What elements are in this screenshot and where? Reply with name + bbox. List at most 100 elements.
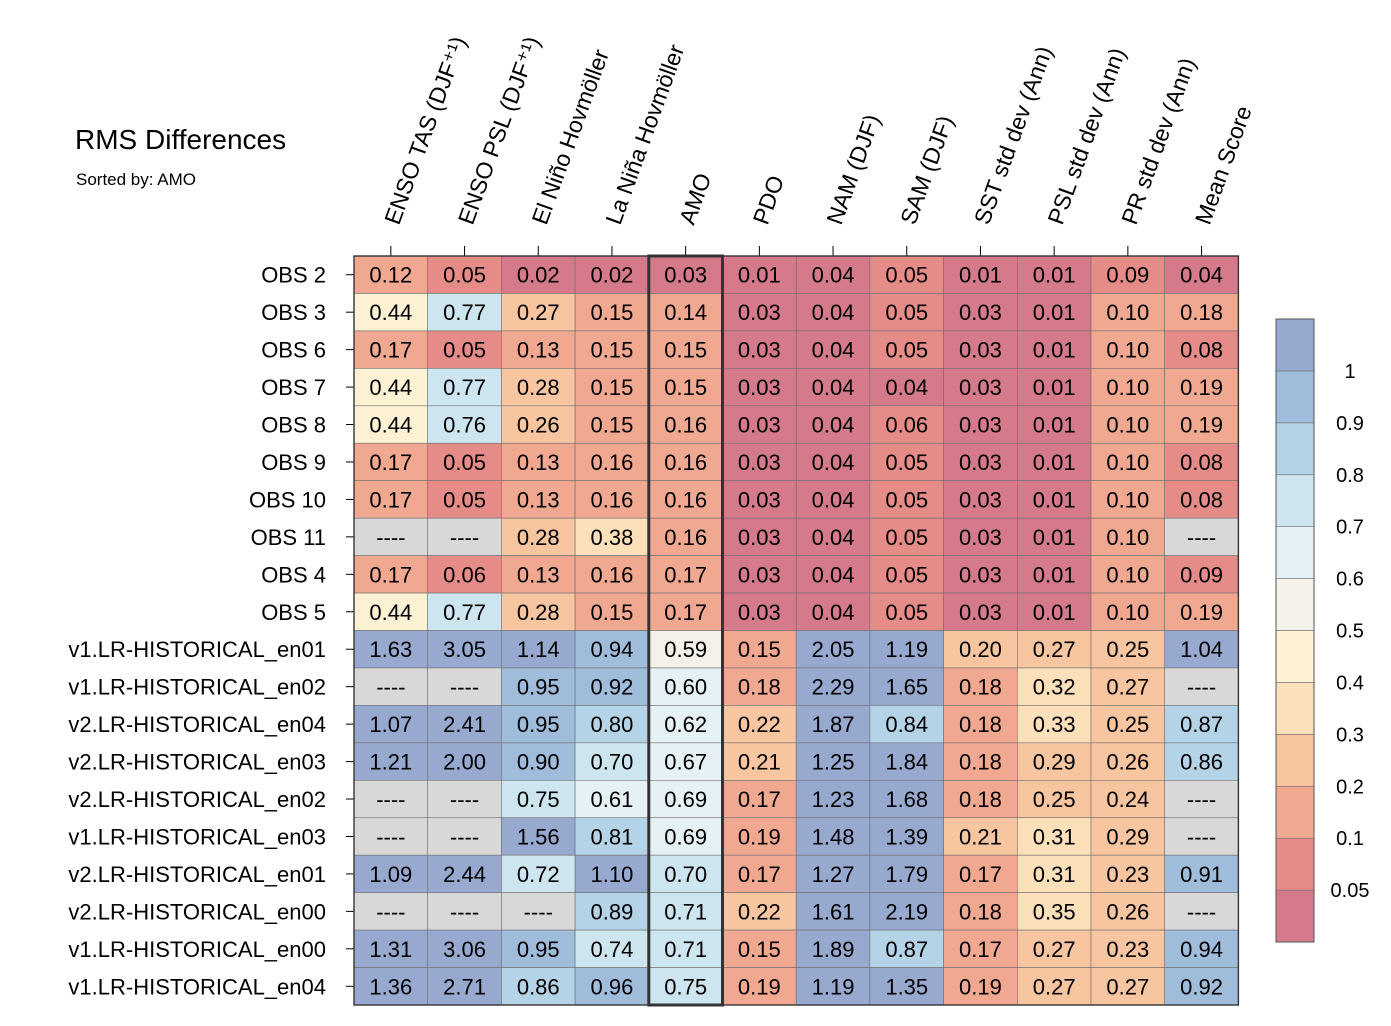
- cell-value: 0.38: [591, 525, 634, 550]
- cell-value: 0.01: [1033, 338, 1076, 363]
- cell-value: 0.62: [664, 712, 707, 737]
- chart-title: RMS Differences: [75, 124, 287, 155]
- cell-value: 0.21: [738, 750, 781, 775]
- heatmap-cell: [648, 405, 723, 444]
- heatmap-cell: [943, 667, 1018, 706]
- cell-value: 2.00: [443, 750, 486, 775]
- heatmap-cell: [1090, 368, 1165, 407]
- cell-value: 0.03: [738, 450, 781, 475]
- heatmap-cell: [722, 480, 797, 519]
- cell-value: 1.10: [591, 862, 634, 887]
- cell-value: ----: [524, 899, 553, 924]
- cell-value: ----: [1187, 824, 1216, 849]
- row-label: OBS 3: [261, 300, 326, 325]
- heatmap-cell: [722, 405, 797, 444]
- cell-value: 0.23: [1106, 862, 1149, 887]
- cell-value: 0.10: [1106, 562, 1149, 587]
- row-label: v2.LR-HISTORICAL_en02: [68, 787, 326, 812]
- cell-value: 0.01: [1033, 600, 1076, 625]
- row-label: v1.LR-HISTORICAL_en02: [68, 675, 326, 700]
- heatmap-cell: [353, 779, 428, 819]
- heatmap-cell: [574, 705, 650, 744]
- cell-value: 0.22: [738, 899, 781, 924]
- cell-value: 0.09: [1180, 562, 1223, 587]
- heatmap-cell: [574, 517, 650, 556]
- cell-value: 0.09: [1106, 263, 1149, 288]
- cell-value: 0.70: [664, 862, 707, 887]
- cell-value: ----: [1187, 899, 1216, 924]
- cell-value: 0.04: [812, 375, 855, 400]
- column-label: El Niño Hovmöller: [527, 46, 614, 228]
- cell-value: 0.04: [812, 600, 855, 625]
- cell-value: 0.59: [664, 637, 707, 662]
- heatmap-cell: [501, 929, 576, 968]
- colorbar-tick-label: 0.2: [1336, 776, 1364, 798]
- colorbar-segment: [1275, 422, 1315, 476]
- cell-value: 0.05: [885, 562, 928, 587]
- cell-value: 0.10: [1106, 487, 1149, 512]
- cell-value: 2.41: [443, 712, 486, 737]
- heatmap-cell: [574, 293, 650, 332]
- cell-value: 1.07: [369, 712, 412, 737]
- heatmap-cell: [795, 555, 871, 594]
- row-label: v1.LR-HISTORICAL_en00: [68, 937, 326, 962]
- heatmap-cell: [795, 517, 871, 556]
- heatmap-cell: [501, 368, 576, 407]
- cell-value: ----: [376, 787, 405, 812]
- heatmap-cell: [648, 892, 723, 931]
- row-label: v1.LR-HISTORICAL_en03: [68, 824, 326, 849]
- cell-value: 0.19: [1180, 600, 1223, 625]
- heatmap-cell: [1090, 967, 1165, 1006]
- cell-value: 0.95: [517, 937, 560, 962]
- cell-value: 1.27: [812, 862, 855, 887]
- cell-value: 0.10: [1106, 450, 1149, 475]
- heatmap-cell: [1090, 667, 1165, 706]
- colorbar-segment: [1275, 474, 1315, 527]
- cell-value: 0.69: [664, 787, 707, 812]
- column-label: SAM (DJF): [895, 112, 958, 228]
- cell-value: 3.06: [443, 937, 486, 962]
- heatmap-cell: [1164, 667, 1239, 706]
- cell-value: 1.04: [1180, 637, 1223, 662]
- cell-value: 0.69: [664, 824, 707, 849]
- row-label: OBS 7: [261, 375, 326, 400]
- cell-value: 0.17: [738, 787, 781, 812]
- colorbar-tick-label: 0.7: [1336, 517, 1364, 539]
- heatmap-cell: [574, 929, 650, 968]
- cell-value: 0.33: [1033, 712, 1076, 737]
- heatmap-cell: [943, 442, 1018, 482]
- heatmap-cell: [501, 293, 576, 332]
- heatmap-cell: [795, 293, 871, 332]
- cell-value: 0.13: [517, 450, 560, 475]
- cell-value: ----: [1187, 787, 1216, 812]
- column-label: NAM (DJF): [821, 111, 885, 228]
- cell-value: 0.16: [664, 413, 707, 438]
- heatmap-cell: [1164, 742, 1239, 781]
- heatmap-cell: [943, 854, 1018, 893]
- heatmap-cell: [427, 592, 502, 631]
- cell-value: 1.65: [885, 675, 928, 700]
- cell-value: 0.25: [1106, 637, 1149, 662]
- heatmap-cell: [1090, 854, 1165, 893]
- heatmap-cell: [722, 517, 797, 556]
- cell-value: 0.61: [591, 787, 634, 812]
- row-label: OBS 2: [261, 263, 326, 288]
- heatmap-cell: [574, 630, 650, 669]
- heatmap-cell: [1016, 555, 1092, 594]
- cell-value: 1.36: [369, 974, 412, 999]
- cell-value: 0.13: [517, 487, 560, 512]
- heatmap-cell: [574, 817, 650, 856]
- heatmap-cell: [869, 330, 944, 369]
- heatmap-cell: [795, 705, 871, 744]
- cell-value: 1.25: [812, 750, 855, 775]
- heatmap-cell: [574, 892, 650, 931]
- cell-value: 0.44: [369, 600, 412, 625]
- cell-value: 1.35: [885, 974, 928, 999]
- cell-value: 1.09: [369, 862, 412, 887]
- heatmap-cell: [943, 630, 1018, 669]
- heatmap-cell: [1016, 779, 1092, 819]
- cell-value: 0.96: [591, 974, 634, 999]
- cell-value: 2.19: [885, 899, 928, 924]
- cell-value: 0.16: [591, 487, 634, 512]
- cell-value: 0.01: [1033, 375, 1076, 400]
